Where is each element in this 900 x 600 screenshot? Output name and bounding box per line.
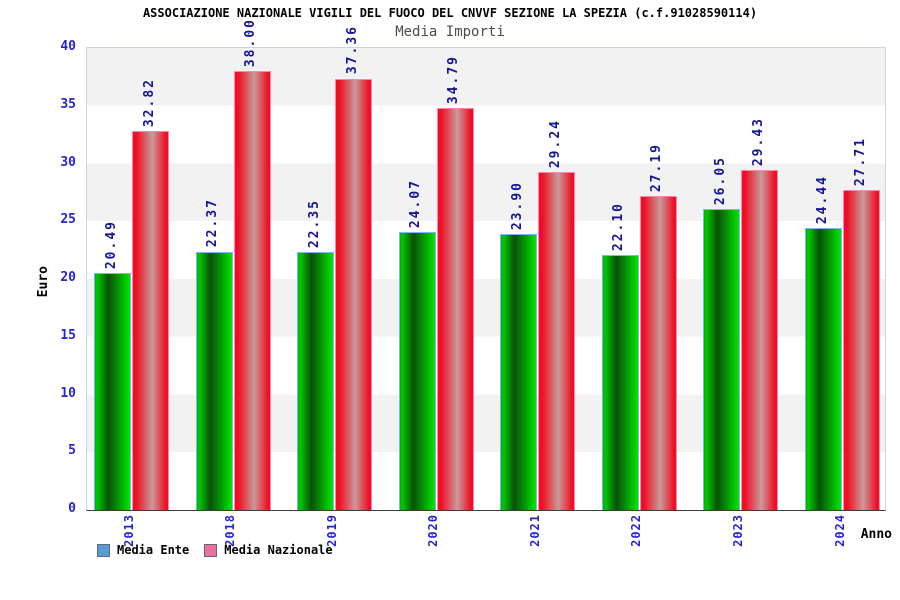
y-tick-label-10: 10 — [60, 385, 76, 401]
value-label-media-nazionale-2021: 29.24 — [547, 119, 563, 169]
legend-label-media-ente: Media Ente — [117, 543, 190, 557]
y-tick-label-15: 15 — [60, 327, 76, 343]
y-tick-label-30: 30 — [60, 154, 76, 170]
y-tick-label-40: 40 — [60, 39, 76, 54]
plot-area: 20.49 32.82 22.37 38.00 22.35 37.36 24.07 34.79… — [86, 18, 886, 511]
value-label-media-nazionale-2024: 27.71 — [852, 136, 868, 186]
value-label-media-ente-2020: 24.07 — [408, 178, 424, 228]
legend-label-media-nazionale: Media Nazionale — [224, 543, 333, 557]
bar-media-ente-2018 — [195, 251, 233, 510]
x-tick-label-2024: 2024 — [832, 514, 847, 547]
bar-media-ente-2013 — [94, 273, 131, 510]
x-tick-label-2018: 2018 — [223, 514, 238, 547]
x-tick-label-2020: 2020 — [426, 514, 441, 547]
value-label-media-nazionale-2013: 32.82 — [141, 77, 157, 127]
x-tick-label-2023: 2023 — [730, 514, 745, 547]
y-tick-label-25: 25 — [60, 212, 76, 228]
value-label-media-ente-2018: 22.37 — [205, 198, 221, 248]
x-axis-title: Anno — [860, 527, 892, 542]
value-label-media-ente-2019: 22.35 — [306, 198, 322, 248]
value-label-media-ente-2023: 26.05 — [712, 155, 728, 206]
legend-swatch-media-ente — [97, 543, 110, 557]
bar-media-nazionale-2022 — [639, 196, 677, 510]
bar-media-nazionale-2024 — [843, 189, 880, 510]
bar-media-nazionale-2013 — [132, 130, 169, 510]
bar-media-nazionale-2023 — [741, 170, 779, 510]
value-label-media-ente-2013: 20.49 — [103, 220, 119, 270]
chart-subtitle: Media Importi — [395, 24, 505, 40]
bar-media-ente-2019 — [297, 251, 335, 510]
legend: Media Ente Media Nazionale — [97, 543, 348, 557]
legend-item-media-ente: Media Ente — [97, 543, 189, 557]
value-label-media-ente-2024: 24.44 — [814, 174, 830, 224]
x-tick-label-2022: 2022 — [629, 514, 644, 547]
bar-media-nazionale-2021 — [538, 172, 576, 510]
bar-media-ente-2024 — [805, 227, 842, 510]
value-label-media-nazionale-2020: 34.79 — [446, 55, 462, 105]
x-tick-label-2021: 2021 — [527, 514, 542, 547]
legend-swatch-media-nazionale — [204, 543, 218, 557]
bar-media-ente-2020 — [398, 232, 436, 510]
value-label-media-nazionale-2023: 29.43 — [750, 116, 766, 167]
y-tick-label-35: 35 — [60, 96, 76, 112]
value-label-media-ente-2022: 22.10 — [611, 201, 627, 251]
value-label-media-nazionale-2022: 27.19 — [649, 142, 665, 192]
x-tick-label-2019: 2019 — [324, 514, 339, 547]
x-tick-label-2013: 2013 — [121, 514, 136, 547]
bar-media-nazionale-2018 — [233, 71, 271, 510]
bar-media-ente-2022 — [601, 254, 639, 510]
y-tick-label-20: 20 — [60, 270, 76, 285]
bar-media-ente-2023 — [703, 209, 741, 510]
value-label-media-ente-2021: 23.90 — [509, 180, 525, 230]
chart-title: ASSOCIAZIONE NAZIONALE VIGILI DEL FUOCO … — [142, 6, 758, 20]
y-tick-label-0: 0 — [68, 501, 76, 516]
value-label-media-nazionale-2018: 38.00 — [243, 17, 259, 68]
bar-media-nazionale-2019 — [335, 78, 373, 510]
y-tick-label-5: 5 — [68, 443, 76, 459]
legend-item-media-nazionale: Media Nazionale — [204, 543, 333, 557]
value-label-media-nazionale-2019: 37.36 — [344, 25, 360, 75]
bar-media-ente-2021 — [500, 234, 538, 510]
bar-media-nazionale-2020 — [436, 108, 474, 510]
